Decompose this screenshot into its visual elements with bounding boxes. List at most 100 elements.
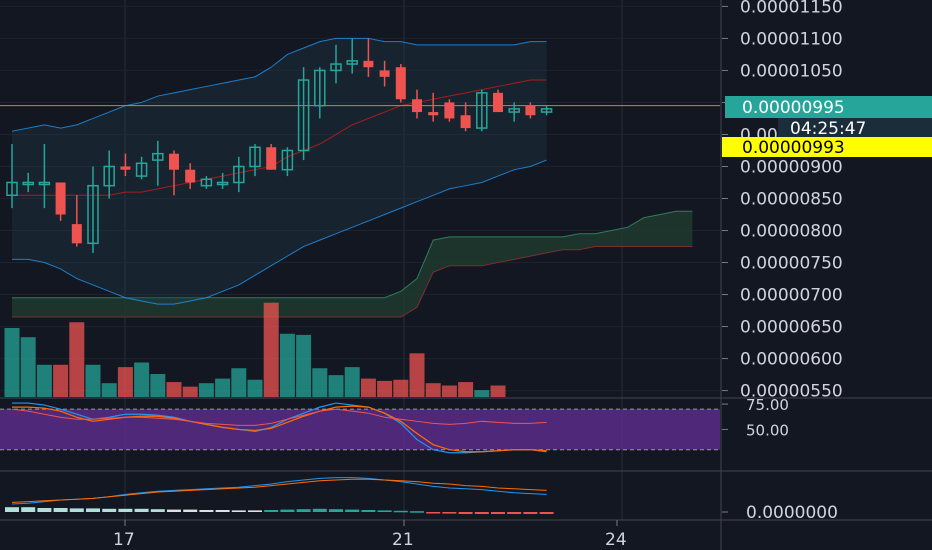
volume-bar — [231, 368, 247, 397]
volume-bar — [20, 337, 36, 397]
price-tick-label: 0.00000600 — [740, 350, 843, 370]
macd-histogram-bar — [280, 509, 295, 512]
time-axis[interactable]: 17 21 24 — [113, 520, 627, 550]
macd-histogram-bar — [507, 512, 522, 514]
volume-bar — [182, 386, 198, 397]
current-price-tag — [725, 96, 932, 118]
macd-histogram-bar — [474, 512, 489, 514]
price-tick-label: 0.00000550 — [740, 382, 843, 402]
volume-bar — [69, 322, 85, 397]
macd-histogram-bar — [53, 508, 68, 512]
macd-histogram-bar — [21, 507, 36, 512]
candle-body — [379, 70, 390, 77]
volume-bar — [279, 333, 295, 397]
price-tick-label: 0.00000750 — [740, 254, 843, 274]
rsi-tick-label: 75.00 — [746, 396, 789, 414]
candle-body — [297, 79, 310, 152]
macd-histogram-bar — [215, 510, 230, 512]
price-tick-label: 0.00001100 — [740, 29, 843, 49]
macd-histogram-bar — [150, 509, 165, 512]
volume-bar — [425, 383, 441, 397]
volume-bar — [474, 390, 490, 397]
candle-body — [200, 178, 213, 187]
volume-bar — [458, 382, 474, 397]
candle-body — [185, 169, 196, 183]
candle-body — [266, 147, 277, 170]
candle-body — [460, 115, 471, 129]
stoch-k-line — [12, 402, 547, 454]
candle-body — [476, 92, 488, 129]
candle-body — [330, 63, 342, 72]
macd-histogram-bar — [491, 512, 505, 514]
macd-histogram-bar — [458, 512, 473, 514]
candle-body — [493, 92, 503, 113]
volume-bar — [247, 379, 263, 397]
candle-body — [216, 181, 229, 186]
price-axis[interactable]: 0.000011500.000011000.000010500.00001000… — [722, 0, 843, 523]
candlesticks[interactable] — [6, 38, 553, 253]
macd-histogram-bar — [361, 510, 376, 512]
volume-bar — [393, 379, 409, 397]
volume-bar — [328, 375, 344, 397]
macd-histogram-bar — [329, 509, 343, 512]
volume-bar — [85, 364, 101, 397]
macd-histogram-bar — [377, 510, 392, 512]
macd-histogram-bar — [5, 507, 19, 512]
volume-bar — [344, 367, 360, 397]
candle-body — [249, 146, 261, 168]
candle-body — [314, 69, 326, 107]
price-tick-label: 0.00001050 — [740, 61, 843, 81]
volume-bar — [215, 378, 231, 397]
candle-body — [508, 108, 520, 113]
reference-price-value: 0.00000993 — [742, 138, 845, 158]
volume-bar — [296, 334, 312, 397]
volume-bar — [166, 382, 182, 397]
candle-body — [346, 60, 358, 65]
macd-histogram-bar — [86, 508, 100, 512]
lower-band-line — [12, 159, 547, 305]
volume-bar — [490, 385, 506, 397]
volume-bar — [360, 378, 376, 397]
candle-body — [540, 108, 553, 113]
rsi-line — [11, 408, 547, 426]
candle-body — [412, 99, 422, 113]
volume-bar — [409, 353, 425, 397]
candle-body — [6, 181, 18, 197]
countdown-value: 04:25:47 — [790, 119, 866, 139]
candle-body — [71, 224, 82, 244]
macd-histogram-bar — [37, 508, 52, 512]
candle-body — [281, 149, 294, 171]
rsi-panel — [0, 402, 720, 454]
volume-bar — [117, 367, 133, 397]
countdown-tag — [778, 118, 932, 138]
volume-bar — [134, 362, 150, 397]
candle-body — [152, 152, 164, 161]
candle-body — [55, 182, 66, 215]
volume-bar — [150, 374, 166, 397]
macd-histogram-bar — [393, 510, 408, 513]
macd-histogram-bar — [134, 508, 149, 512]
macd-histogram-bar — [69, 508, 84, 512]
macd-histogram-bar — [410, 511, 424, 513]
candle-body — [22, 181, 34, 186]
volume-bar — [36, 364, 52, 397]
macd-histogram-bar — [248, 510, 262, 512]
macd-panel — [5, 477, 554, 514]
price-tick-label: 0.00000850 — [740, 190, 843, 210]
macd-histogram-bar — [199, 510, 214, 512]
middle-band-line — [12, 79, 547, 196]
candle-body — [363, 60, 374, 68]
macd-tick-label: 0.0000000 — [746, 503, 838, 523]
price-tick-label: 0.00000700 — [740, 286, 843, 306]
macd-histogram-bar — [231, 510, 246, 512]
price-tick-label: 0.00001150 — [740, 0, 843, 17]
macd-histogram-bar — [296, 509, 311, 512]
macd-histogram-bar — [312, 508, 327, 512]
span-b-line — [12, 246, 693, 318]
macd-histogram-bar — [264, 510, 279, 512]
volume-bar — [377, 380, 393, 397]
candle-body — [120, 166, 131, 170]
